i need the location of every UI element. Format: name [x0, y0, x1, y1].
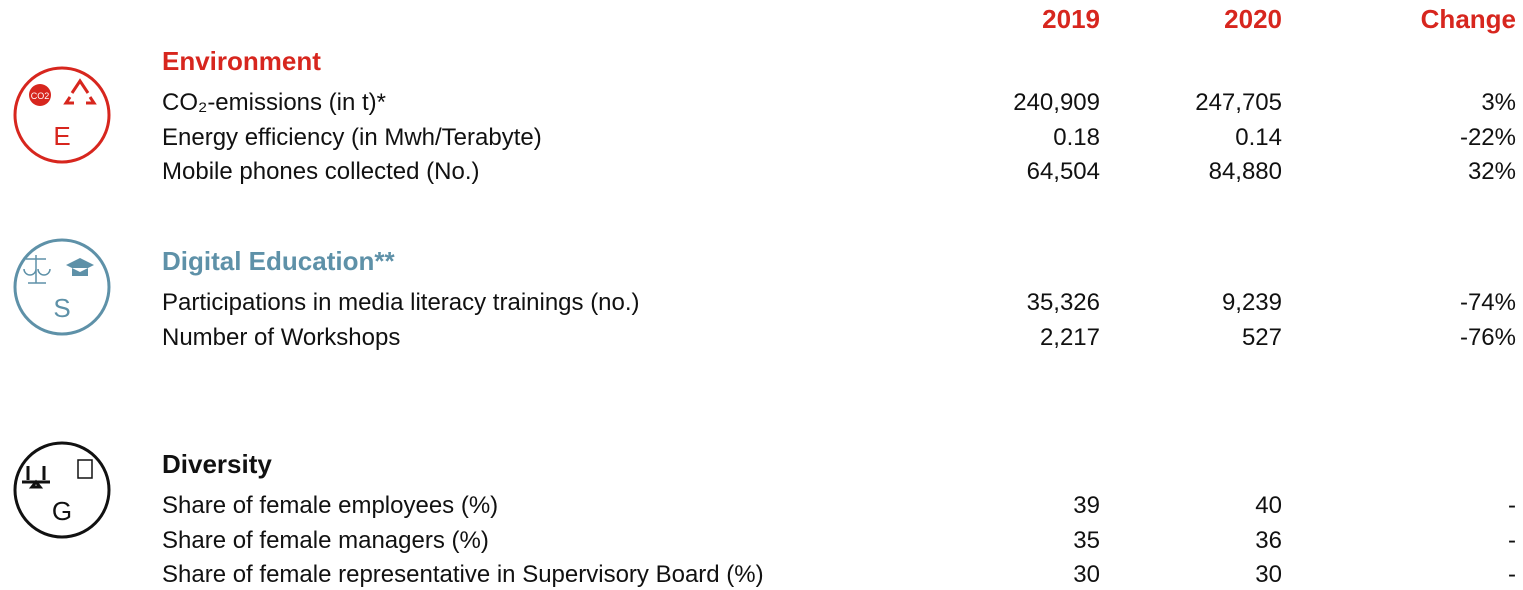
icon-letter: S [53, 293, 70, 323]
row-value: 64,504 [1026, 158, 1100, 185]
icon-recycle [63, 78, 97, 105]
icon-cloud [29, 84, 51, 106]
row-value: -76% [1459, 323, 1516, 351]
row-value: 35 [1073, 526, 1100, 554]
row-label: Share of female managers (%) [162, 526, 489, 554]
column-header: 2020 [1224, 4, 1282, 34]
icon-people [22, 466, 50, 489]
row-value: 39 [1073, 492, 1100, 519]
section-title: Digital Education** [162, 246, 395, 276]
icon-circle [13, 238, 111, 336]
row-value: - [1508, 492, 1516, 519]
row-value: 0.14 [1235, 123, 1282, 151]
row-value: 35,326 [1026, 289, 1100, 316]
row-label: CO₂-emissions (in t)* [162, 89, 387, 116]
row-label: Number of Workshops [162, 323, 401, 351]
row-value: 32% [1467, 158, 1516, 185]
row-value: 3% [1481, 89, 1516, 116]
column-header: Change [1420, 4, 1516, 34]
row-value: 9,239 [1221, 289, 1282, 316]
row-value: - [1508, 561, 1516, 588]
row-label: Energy efficiency (in Mwh/Terabyte) [162, 123, 542, 151]
icon-cap [66, 258, 94, 276]
section-title: Diversity [162, 449, 272, 479]
row-value: - [1508, 526, 1516, 554]
row-value: 527 [1241, 323, 1282, 351]
row-value: 30 [1255, 561, 1282, 588]
row-value: 247,705 [1195, 89, 1282, 116]
column-header: 2019 [1042, 4, 1100, 34]
icon-circle [13, 441, 111, 539]
row-label: Mobile phones collected (No.) [162, 158, 480, 185]
row-value: 84,880 [1208, 158, 1282, 185]
icon-badge: CO2 [31, 91, 50, 101]
icon-letter: G [52, 496, 72, 526]
icon-letter: E [53, 121, 70, 151]
row-value: 30 [1073, 561, 1100, 588]
row-label: Participations in media literacy trainin… [162, 289, 640, 316]
section-title: Environment [162, 46, 321, 76]
row-label: Share of female employees (%) [162, 492, 499, 519]
row-value: -74% [1459, 289, 1516, 316]
icon-circle [13, 66, 111, 164]
row-value: 36 [1255, 526, 1282, 554]
row-value: 240,909 [1013, 89, 1100, 116]
row-value: -22% [1459, 123, 1516, 151]
icon-doc [77, 459, 93, 479]
icon-scale [23, 255, 51, 284]
row-value: 40 [1255, 492, 1282, 519]
row-value: 2,217 [1039, 323, 1100, 351]
row-label: Share of female representative in Superv… [162, 561, 764, 588]
row-value: 0.18 [1053, 123, 1100, 151]
